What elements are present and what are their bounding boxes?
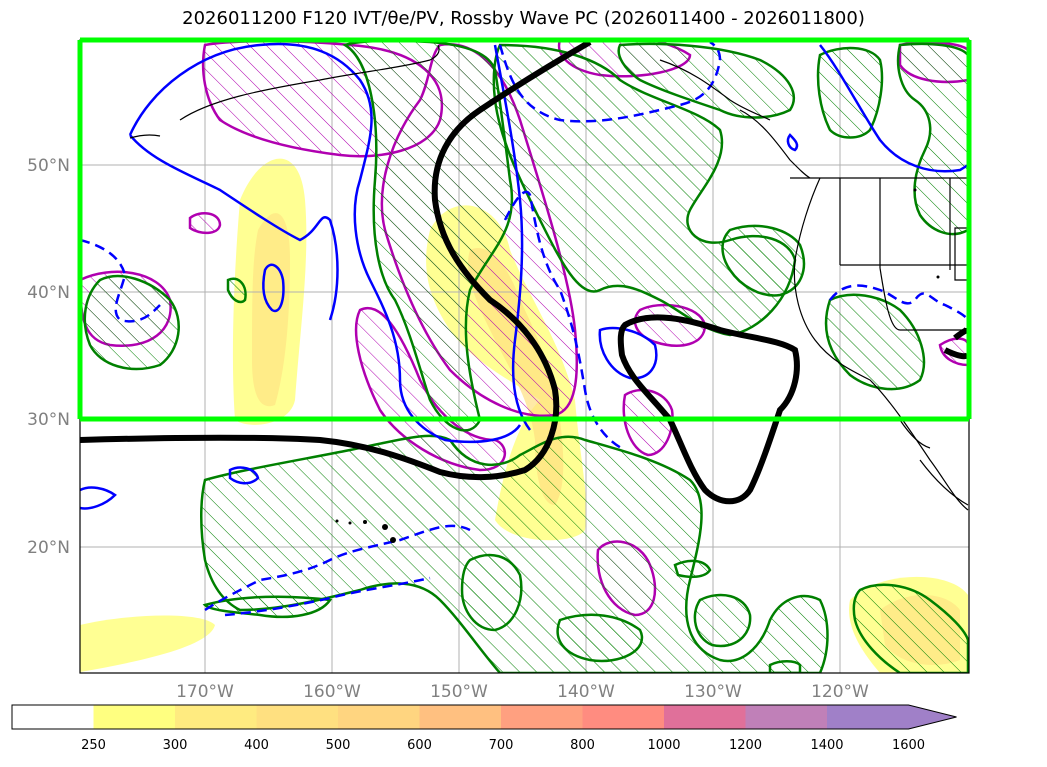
map-plot-area [80,40,969,673]
colorbar-segments [11,704,957,730]
lon-label-130: 130°W [684,682,742,702]
colorbar-segment [338,705,420,729]
colorbar-segment [664,705,746,729]
islands [335,188,940,543]
colorbar-tick-label: 1000 [647,738,680,753]
colorbar-tick-label: 300 [163,738,188,753]
colorbar-segment [419,705,502,729]
lat-label-50: 50°N [27,156,70,176]
colorbar-segment [745,705,828,729]
lon-label-170: 170°W [176,682,234,702]
highlight-box [77,37,972,422]
lat-label-20: 20°N [27,538,70,558]
theta-e-dashed-contours [80,40,969,617]
colorbar-segment [827,705,909,729]
colorbar-tick-label: 700 [489,738,514,753]
colorbar-tick-label: 1600 [892,738,925,753]
latitude-labels: 50°N 40°N 30°N 20°N [27,156,70,558]
green-contours [83,40,969,673]
colorbar-extend-arrow [908,705,957,729]
colorbar-outline [11,704,957,730]
lon-label-150: 150°W [430,682,488,702]
colorbar-tick-label: 1400 [810,738,843,753]
lat-label-40: 40°N [27,283,70,303]
colorbar-ticks: 250 300 400 500 600 700 800 1000 1200 1400 1600 [81,738,925,753]
colorbar-tick-label: 400 [244,738,269,753]
colorbar-tick-label: 1200 [729,738,762,753]
lon-label-140: 140°W [557,682,615,702]
colorbar-segment [501,705,583,729]
lat-label-30: 30°N [27,410,70,430]
lon-label-120: 120°W [811,682,869,702]
lon-label-160: 160°W [303,682,361,702]
colorbar-tick-label: 500 [326,738,351,753]
map-title: 2026011200 F120 IVT/θe/PV, Rossby Wave P… [182,8,865,29]
colorbar-segment [93,705,176,729]
coastlines [129,44,969,511]
colorbar-segment [582,705,665,729]
colorbar-tick-label: 250 [81,738,106,753]
longitude-labels: 170°W 160°W 150°W 140°W 130°W 120°W [176,682,869,702]
colorbar-segment [175,705,257,729]
colorbar-segment [256,705,339,729]
colorbar-tick-label: 600 [407,738,432,753]
colorbar-tick-label: 800 [570,738,595,753]
colorbar-segment [12,705,94,729]
theta-e-contours [80,42,969,510]
colorbar: 250 300 400 500 600 700 800 1000 1200 1400 1600 [11,704,957,753]
